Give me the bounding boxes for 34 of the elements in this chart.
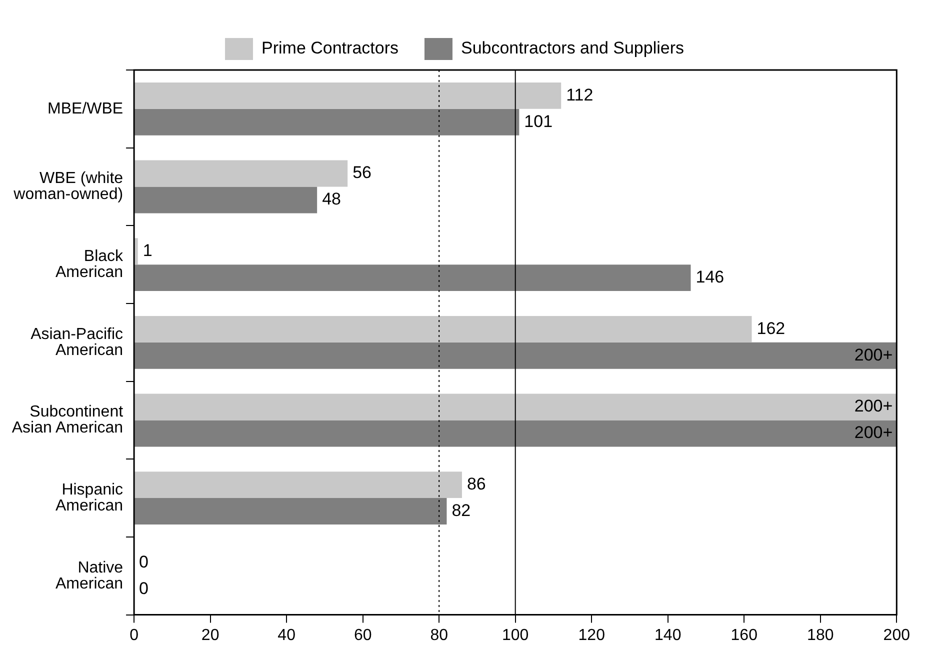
x-tick-label: 180 <box>807 626 834 644</box>
x-tick-label: 100 <box>502 626 529 644</box>
data-label: 200+ <box>854 396 893 416</box>
y-tick-label: Native American <box>55 559 124 592</box>
data-label: 86 <box>466 474 486 494</box>
legend-label: Subcontractors and Suppliers <box>460 38 684 58</box>
data-label: 200+ <box>854 423 893 442</box>
y-tick-label: MBE/WBE <box>47 100 124 118</box>
y-tick-label: Hispanic American <box>55 481 124 514</box>
data-label: 146 <box>696 267 724 286</box>
data-label: 162 <box>756 318 786 338</box>
x-tick-label: 200 <box>883 626 910 644</box>
legend-label: Prime Contractors <box>262 38 398 58</box>
x-tick-label: 60 <box>354 626 372 644</box>
y-tick-label: Asian-Pacific American <box>30 326 124 359</box>
x-tick-label: 160 <box>730 626 758 644</box>
x-tick-label: 120 <box>578 626 606 644</box>
data-label: 112 <box>566 85 594 104</box>
y-tick-label: WBE (white woman-owned) <box>12 170 124 204</box>
x-tick-label: 20 <box>201 626 220 644</box>
x-tick-label: 0 <box>130 626 139 644</box>
x-tick-label: 140 <box>654 626 682 644</box>
data-label: 48 <box>322 190 341 209</box>
data-label: 56 <box>352 163 372 182</box>
data-label: 200+ <box>854 345 893 364</box>
x-tick-label: 80 <box>430 626 448 644</box>
data-label: 0 <box>139 552 149 572</box>
data-label: 82 <box>452 500 471 520</box>
data-label: 0 <box>139 578 149 598</box>
x-tick-label: 40 <box>278 626 296 644</box>
data-label: 101 <box>524 112 553 131</box>
y-tick-label: Subcontinent Asian American <box>12 404 124 437</box>
data-label: 1 <box>142 241 152 260</box>
y-tick-label: Black American <box>55 248 124 281</box>
